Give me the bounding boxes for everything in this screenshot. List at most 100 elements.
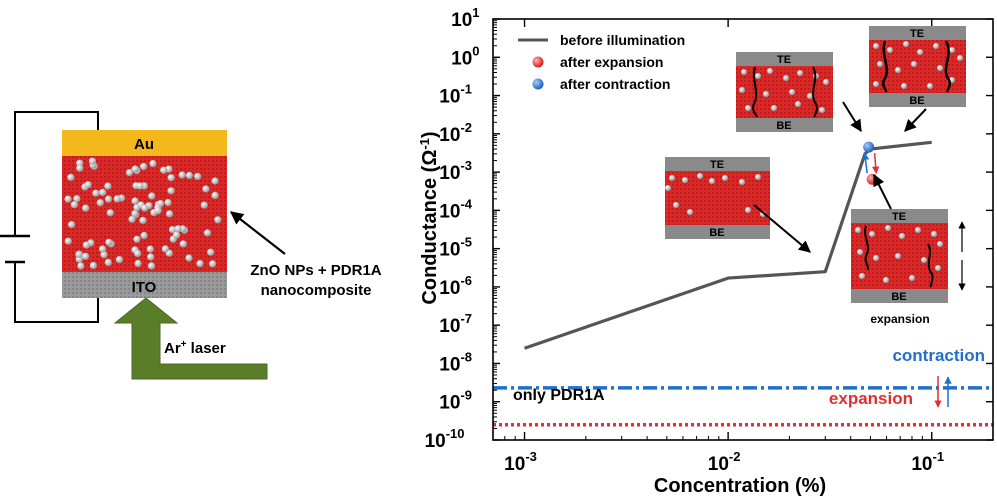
inset-nanoparticle	[949, 47, 955, 53]
y-tick-label: 10-2	[439, 120, 472, 146]
nanoparticle	[200, 201, 208, 209]
transition-to-expansion	[871, 153, 880, 174]
nanoparticle	[64, 237, 72, 245]
chart-axes: 101 100 10-1 10-2 10-3 10-4 10-5 10-6 10-7 10-8 10…	[425, 5, 994, 475]
laser-label: Ar+ laser	[164, 339, 226, 357]
only-pdr1a-label: only PDR1A	[513, 387, 605, 404]
inset-nanoparticle	[873, 81, 879, 87]
nanoparticle	[167, 187, 175, 195]
baseline-region	[493, 378, 993, 440]
nanoparticle	[68, 221, 76, 229]
inset-mid-pointer	[842, 101, 862, 133]
inset-nanoparticle	[873, 255, 879, 261]
au-label: Au	[134, 136, 154, 153]
nanoparticle	[77, 262, 85, 270]
nanoparticle	[202, 185, 210, 193]
inset-nanoparticle	[931, 231, 937, 237]
nanoparticle	[164, 198, 172, 207]
nanoparticle	[104, 182, 112, 190]
inset-nanoparticle	[859, 273, 865, 279]
nanoparticle	[82, 252, 90, 260]
inset-nanoparticle	[883, 277, 889, 283]
nanoparticle	[82, 241, 90, 249]
inset-nanoparticle	[887, 47, 893, 53]
inset-nanoparticle	[909, 275, 915, 281]
nanoparticle	[140, 162, 148, 171]
legend-marker-contraction	[532, 78, 544, 90]
inset-nanoparticle	[682, 177, 688, 183]
inset-nanoparticle	[895, 67, 901, 73]
legend-label-before: before illumination	[560, 32, 685, 48]
nanoparticle	[106, 209, 114, 217]
inset-nanoparticle	[873, 43, 879, 49]
transition-to-contraction	[861, 152, 870, 174]
inset-nanoparticle	[855, 227, 861, 233]
inset-nanoparticle	[885, 225, 891, 231]
nanoparticle	[149, 160, 157, 168]
y-tick-label: 10-7	[439, 311, 472, 337]
nanoparticle	[207, 248, 215, 256]
inset-nanoparticle	[755, 73, 761, 79]
nanoparticle	[99, 188, 107, 196]
inset-low-pointer	[753, 204, 811, 253]
nanoparticle	[133, 235, 141, 243]
x-tick-label: 10-3	[504, 449, 537, 475]
nanoparticle	[64, 195, 72, 203]
nanoparticle	[140, 231, 148, 240]
nanoparticle	[89, 261, 97, 270]
nanoparticle	[99, 245, 107, 253]
nanoparticle	[146, 245, 154, 253]
y-tick-label: 10-10	[425, 426, 465, 452]
inset-expansion: TE BE expansion	[851, 209, 966, 326]
nanoparticle	[174, 225, 182, 233]
nanoparticle	[211, 177, 219, 185]
nanoparticle	[141, 204, 149, 212]
inset-nanoparticle	[933, 43, 939, 49]
inset-nanoparticle	[921, 257, 927, 263]
nanoparticle	[179, 240, 187, 248]
inset-high-pointer	[904, 108, 927, 132]
nanoparticle	[104, 258, 112, 266]
point-after-contraction	[863, 141, 875, 153]
inset-nanoparticle	[755, 174, 761, 180]
inset-nanoparticle	[722, 175, 728, 181]
circuit-wire	[14, 111, 99, 323]
inset-nanoparticle	[795, 101, 801, 107]
inset-high: TE BE	[869, 26, 966, 107]
nanoparticle	[115, 256, 123, 264]
svg-text:BE: BE	[909, 95, 924, 107]
contraction-label: contraction	[892, 346, 985, 365]
inset-nanoparticle	[673, 202, 679, 208]
y-tick-label: 101	[451, 5, 479, 31]
inset-nanoparticle	[869, 231, 875, 237]
inset-nanoparticle	[745, 207, 751, 213]
svg-text:TE: TE	[777, 54, 791, 66]
nanoparticle	[203, 229, 212, 237]
expansion-caption: expansion	[870, 312, 929, 326]
inset-nanoparticle	[935, 265, 941, 271]
nanoparticle	[131, 165, 139, 173]
ito-label: ITO	[132, 279, 157, 296]
zno-nanoparticles	[64, 157, 222, 270]
inset-nanoparticle	[669, 175, 675, 181]
y-tick-label: 10-5	[439, 235, 472, 261]
nanoparticle	[134, 249, 142, 258]
legend-marker-expansion	[532, 56, 544, 68]
x-tick-label: 10-1	[911, 449, 944, 475]
inset-nanoparticle	[797, 70, 803, 76]
inset-nanoparticle	[789, 89, 795, 95]
svg-text:BE: BE	[891, 291, 906, 303]
y-tick-label: 10-8	[439, 349, 472, 375]
nanoparticle	[136, 182, 144, 190]
nanoparticle	[84, 181, 92, 189]
inset-nanoparticle	[807, 93, 813, 99]
nanoparticle	[113, 195, 121, 203]
nanoparticle	[67, 173, 75, 181]
laser-arrow	[113, 297, 268, 380]
inset-nanoparticle	[763, 91, 769, 97]
nanoparticle	[185, 254, 193, 262]
inset-nanoparticle	[911, 61, 917, 67]
expansion-label: expansion	[829, 389, 913, 408]
nanoparticle	[167, 174, 175, 182]
